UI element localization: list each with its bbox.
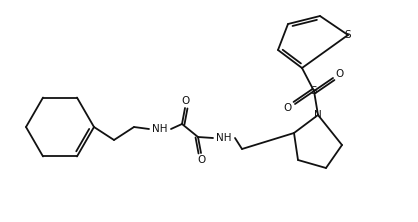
Text: S: S [345, 30, 351, 40]
Text: N: N [314, 110, 322, 120]
Text: NH: NH [216, 133, 232, 143]
Text: S: S [311, 86, 317, 96]
Text: O: O [198, 155, 206, 165]
Text: O: O [284, 103, 292, 113]
Text: NH: NH [152, 124, 168, 134]
Text: O: O [336, 69, 344, 79]
Text: O: O [182, 96, 190, 106]
